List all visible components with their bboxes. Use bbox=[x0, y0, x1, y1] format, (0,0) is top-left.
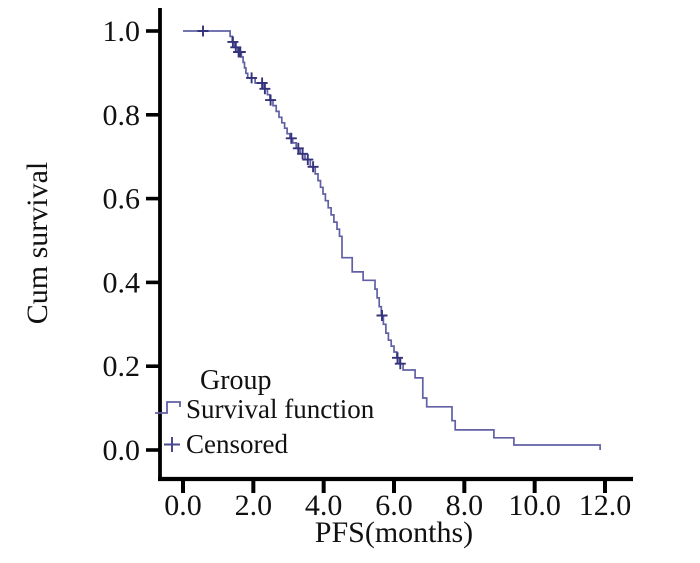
y-tick-label: 0.6 bbox=[103, 183, 141, 216]
legend: Group Survival function Censored bbox=[155, 365, 375, 459]
censored-marks bbox=[197, 25, 406, 370]
plot-area: 0.0 0.2 0.4 0.6 0.8 1.0 0.0 2.0 4.0 6.0 8.0 10.0 12.… bbox=[103, 8, 633, 522]
legend-survival-label: Survival function bbox=[186, 394, 375, 424]
y-tick-label: 0.2 bbox=[103, 350, 141, 383]
x-tick-label: 0.0 bbox=[164, 489, 202, 522]
x-tick-label: 2.0 bbox=[235, 489, 273, 522]
y-tick-label: 0.4 bbox=[103, 266, 141, 299]
y-tick-label: 1.0 bbox=[103, 15, 141, 48]
x-tick-label: 6.0 bbox=[375, 489, 413, 522]
legend-censored-label: Censored bbox=[186, 429, 288, 459]
x-tick-label: 12.0 bbox=[579, 489, 632, 522]
x-tick-label: 8.0 bbox=[446, 489, 484, 522]
y-tick-label: 0.0 bbox=[103, 434, 141, 467]
plus-icon bbox=[164, 437, 180, 452]
legend-title: Group bbox=[200, 365, 272, 396]
y-tick-label: 0.8 bbox=[103, 99, 141, 132]
step-line-icon bbox=[155, 401, 181, 414]
x-tick-label: 10.0 bbox=[508, 489, 561, 522]
y-axis-title: Cum survival bbox=[21, 162, 54, 325]
x-axis-title: PFS(months) bbox=[315, 516, 473, 549]
x-tick-label: 4.0 bbox=[305, 489, 343, 522]
